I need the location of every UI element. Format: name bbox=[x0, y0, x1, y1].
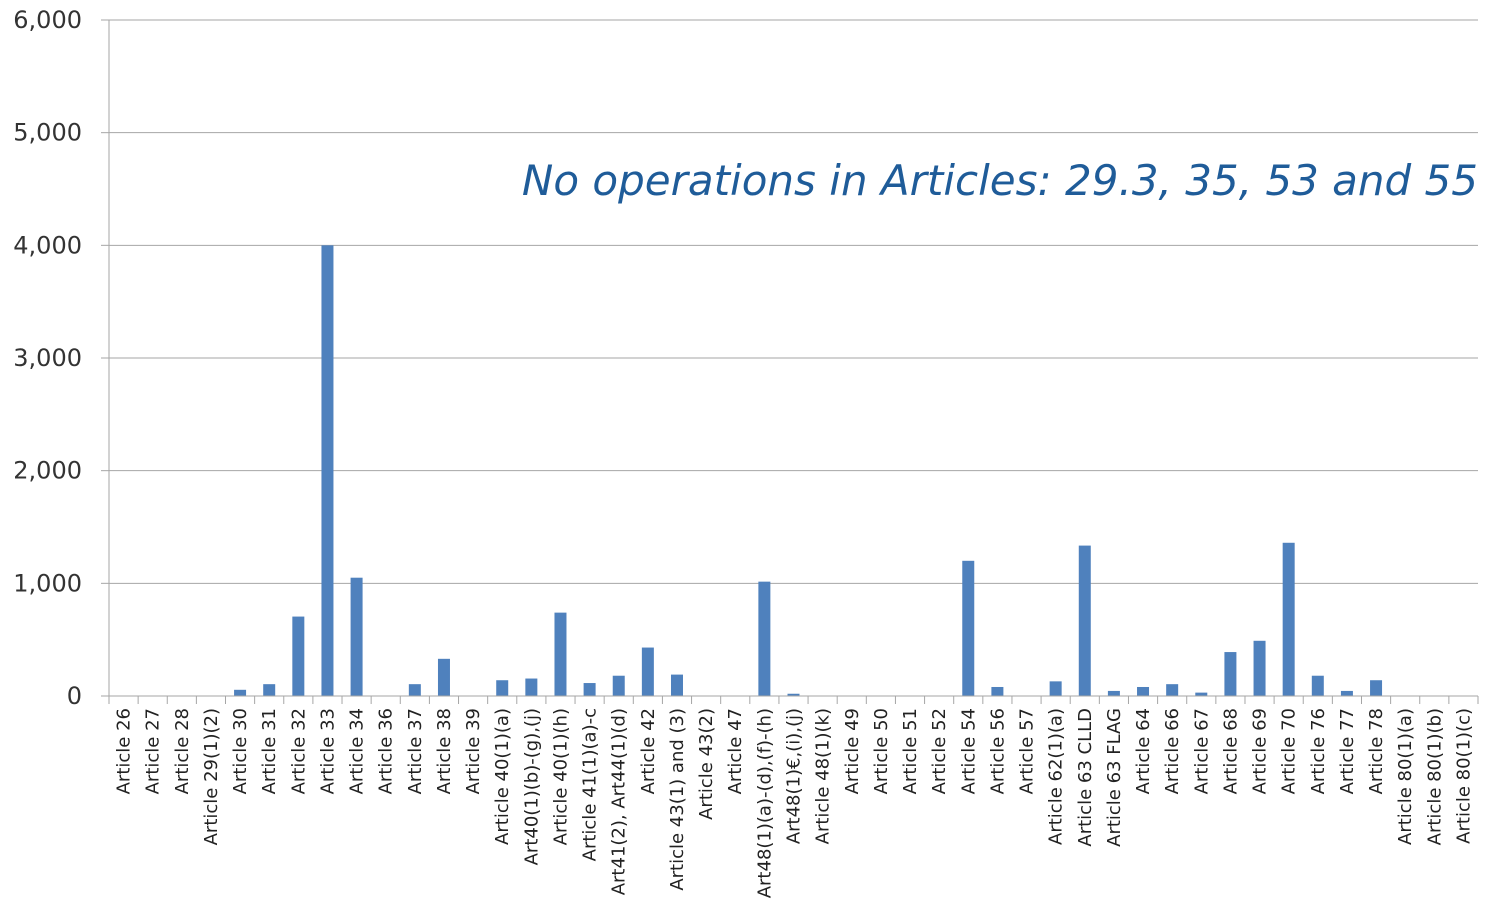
bar bbox=[991, 686, 1004, 696]
bar bbox=[1311, 675, 1324, 696]
x-tick-label: Article 31 bbox=[259, 708, 280, 794]
bar bbox=[437, 658, 450, 696]
bar bbox=[321, 245, 334, 697]
x-tick-label: Article 66 bbox=[1162, 708, 1183, 794]
x-tick-label: Article 49 bbox=[842, 708, 863, 794]
x-tick-label: Article 29(1)(2) bbox=[201, 708, 222, 845]
x-tick-label: Article 47 bbox=[725, 708, 746, 794]
bar bbox=[641, 647, 654, 696]
bar bbox=[1195, 692, 1208, 696]
bar bbox=[758, 581, 771, 696]
x-axis: Article 26 Article 27 Article 28 Article 29… bbox=[108, 695, 1479, 898]
bar bbox=[1370, 680, 1383, 696]
x-tick-label: Article 33 bbox=[317, 708, 338, 794]
bar bbox=[1166, 684, 1179, 696]
y-tick-label: 5,000 bbox=[13, 119, 82, 147]
bar bbox=[554, 612, 567, 696]
y-tick-label: 4,000 bbox=[13, 231, 82, 259]
x-tick-label: Article 43(1) and (3) bbox=[667, 708, 688, 891]
x-tick-label: Article 63 CLLD bbox=[1075, 708, 1096, 847]
x-tick-label: Article 80(1)(a) bbox=[1395, 708, 1416, 845]
chart-annotation: No operations in Articles: 29.3, 35, 53 … bbox=[522, 156, 1478, 205]
x-tick-label: Article 56 bbox=[987, 708, 1008, 794]
bar bbox=[496, 680, 509, 696]
bar bbox=[234, 689, 247, 696]
x-tick-label: Article 36 bbox=[376, 708, 397, 794]
bars bbox=[234, 245, 1383, 697]
x-tick-label: Article 40(1)(h) bbox=[550, 708, 571, 845]
x-tick-label: Article 32 bbox=[288, 708, 309, 794]
x-tick-label: Article 80(1)(b) bbox=[1424, 708, 1445, 845]
bar bbox=[350, 577, 363, 696]
x-tick-label: Article 43(2) bbox=[696, 708, 717, 820]
x-tick-label: Article 62(1)(a) bbox=[1046, 708, 1067, 845]
x-tick-label: Art48(1)€,(i),(j) bbox=[784, 708, 805, 844]
x-tick-label: Article 52 bbox=[929, 708, 950, 794]
bar bbox=[962, 560, 975, 696]
x-tick-label: Article 76 bbox=[1308, 708, 1329, 794]
x-tick-label: Art41(2), Art44(1)(d) bbox=[609, 708, 630, 895]
x-tick-label: Article 68 bbox=[1220, 708, 1241, 794]
bar bbox=[1049, 681, 1062, 696]
x-tick-label: Article 30 bbox=[230, 708, 251, 794]
x-tick-label: Article 57 bbox=[1017, 708, 1038, 794]
bar bbox=[1282, 542, 1295, 696]
bar bbox=[1253, 640, 1266, 696]
bar bbox=[263, 684, 276, 696]
x-tick-label: Article 34 bbox=[347, 708, 368, 794]
bar bbox=[1107, 690, 1120, 696]
x-tick-label: Article 39 bbox=[463, 708, 484, 794]
x-tick-label: Article 27 bbox=[143, 708, 164, 794]
x-tick-label: Article 41(1)(a)-c bbox=[580, 708, 601, 861]
x-tick-label: Article 54 bbox=[958, 708, 979, 794]
bar bbox=[787, 693, 800, 696]
x-tick-label: Article 42 bbox=[638, 708, 659, 794]
gridlines bbox=[109, 19, 1478, 697]
x-tick-label: Article 77 bbox=[1337, 708, 1358, 794]
bar bbox=[1137, 686, 1150, 696]
x-tick-label: Article 70 bbox=[1279, 708, 1300, 794]
y-tick-label: 0 bbox=[67, 682, 82, 710]
y-axis: 0 1,000 2,000 3,000 4,000 5,000 6,000 bbox=[13, 6, 110, 710]
bar bbox=[1078, 545, 1091, 696]
bar bbox=[670, 674, 683, 696]
x-tick-label: Article 67 bbox=[1191, 708, 1212, 794]
x-tick-label: Art48(1)(a)-(d),(f)-(h) bbox=[754, 708, 775, 898]
x-tick-label: Article 80(1)(c) bbox=[1453, 708, 1474, 844]
bar bbox=[525, 678, 538, 696]
y-tick-label: 3,000 bbox=[13, 344, 82, 372]
x-tick-label: Article 37 bbox=[405, 708, 426, 794]
y-tick-label: 2,000 bbox=[13, 457, 82, 485]
x-tick-label: Article 48(1)(k) bbox=[813, 708, 834, 844]
x-tick-label: Art40(1)(b)-(g),(j) bbox=[521, 708, 542, 865]
bar bbox=[1340, 690, 1353, 696]
x-tick-label: Article 69 bbox=[1250, 708, 1271, 794]
x-tick-label: Article 64 bbox=[1133, 708, 1154, 794]
x-tick-label: Article 38 bbox=[434, 708, 455, 794]
x-tick-label: Article 78 bbox=[1366, 708, 1387, 794]
bar bbox=[583, 683, 596, 696]
bar bbox=[1224, 652, 1237, 696]
x-tick-label: Article 63 FLAG bbox=[1104, 708, 1125, 847]
bar bbox=[292, 616, 305, 696]
bar bbox=[612, 675, 625, 696]
y-tick-label: 6,000 bbox=[13, 6, 82, 34]
x-tick-label: Article 51 bbox=[900, 708, 921, 794]
x-tick-label: Article 26 bbox=[114, 708, 135, 794]
x-tick-label: Article 50 bbox=[871, 708, 892, 794]
y-tick-label: 1,000 bbox=[13, 569, 82, 597]
x-tick-label: Article 40(1)(a) bbox=[492, 708, 513, 845]
x-tick-label: Article 28 bbox=[172, 708, 193, 794]
bar bbox=[408, 684, 421, 696]
